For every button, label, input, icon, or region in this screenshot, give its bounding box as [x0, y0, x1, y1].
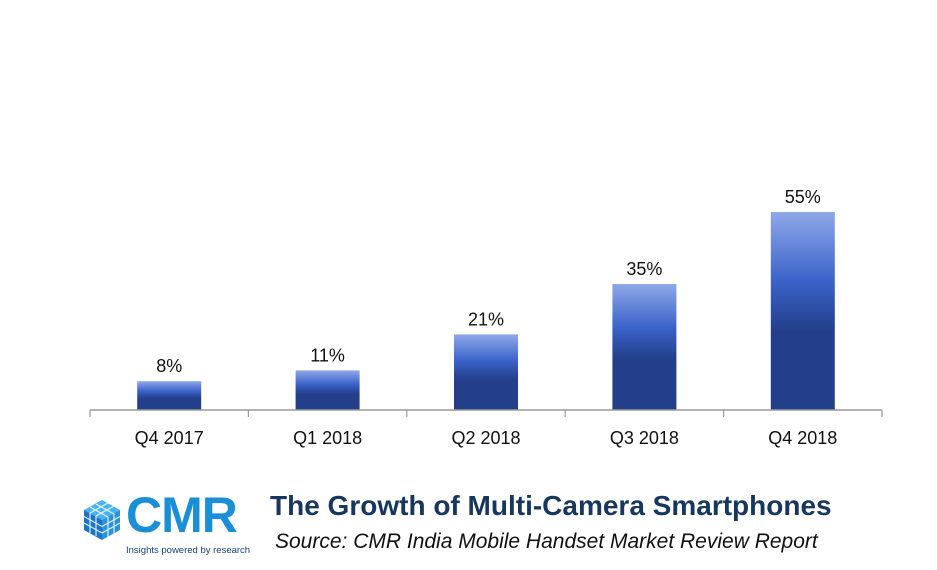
- x-tick-label: Q2 2018: [451, 428, 520, 448]
- bar-q1-2018: [295, 370, 360, 410]
- x-tick-label: Q3 2018: [610, 428, 679, 448]
- cube-logo-icon: [83, 500, 121, 540]
- bar-q3-2018: [612, 284, 677, 410]
- data-label: 11%: [310, 345, 345, 365]
- chart-title: The Growth of Multi-Camera Smartphones: [270, 490, 832, 521]
- data-label: 8%: [156, 356, 182, 376]
- logo-tagline: Insights powered by research: [126, 545, 251, 556]
- data-label: 55%: [785, 187, 821, 207]
- footer: CMR Insights powered by research The Gro…: [0, 480, 937, 570]
- chart-source: Source: CMR India Mobile Handset Market …: [275, 530, 818, 553]
- bar-q4-2017: [137, 381, 202, 410]
- bar-q2-2018: [454, 334, 518, 410]
- data-label: 35%: [626, 259, 662, 279]
- bar-chart: 8% Q4 2017 11% Q1 2018 21% Q2 2018 35% Q3 2018 5…: [89, 187, 883, 448]
- x-tick-label: Q4 2017: [135, 428, 204, 448]
- bar-q4-2018: [770, 212, 835, 410]
- x-tick-label: Q4 2018: [768, 428, 837, 448]
- logo-text: CMR: [126, 487, 238, 543]
- data-label: 21%: [468, 309, 504, 329]
- x-tick-label: Q1 2018: [293, 428, 362, 448]
- cmr-logo: CMR Insights powered by research: [80, 487, 260, 562]
